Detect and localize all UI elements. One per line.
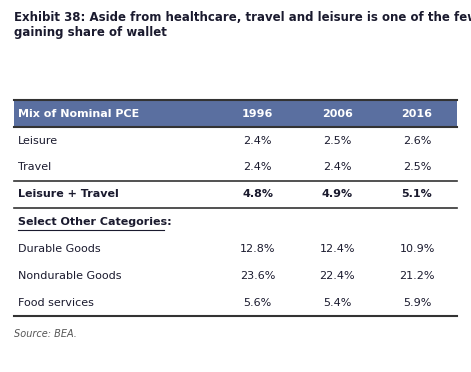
Text: Mix of Nominal PCE: Mix of Nominal PCE (18, 109, 139, 119)
Text: Exhibit 38: Aside from healthcare, travel and leisure is one of the few areas
ga: Exhibit 38: Aside from healthcare, trave… (14, 11, 471, 39)
Text: 1996: 1996 (242, 109, 273, 119)
Text: 2.6%: 2.6% (403, 136, 431, 145)
Text: 2.4%: 2.4% (244, 163, 272, 172)
Text: 12.4%: 12.4% (320, 244, 355, 254)
Text: 22.4%: 22.4% (319, 271, 355, 281)
Text: Select Other Categories:: Select Other Categories: (18, 217, 171, 227)
Text: Travel: Travel (18, 163, 51, 172)
Text: Durable Goods: Durable Goods (18, 244, 100, 254)
Text: Nondurable Goods: Nondurable Goods (18, 271, 122, 281)
Text: 21.2%: 21.2% (399, 271, 435, 281)
Text: 2.5%: 2.5% (403, 163, 431, 172)
Text: 2.4%: 2.4% (323, 163, 351, 172)
Text: 5.9%: 5.9% (403, 298, 431, 308)
Text: 4.8%: 4.8% (242, 189, 273, 199)
Text: Food services: Food services (18, 298, 94, 308)
Text: 12.8%: 12.8% (240, 244, 276, 254)
Text: 2.4%: 2.4% (244, 136, 272, 145)
Text: 2006: 2006 (322, 109, 353, 119)
Text: Leisure + Travel: Leisure + Travel (18, 189, 119, 199)
Text: Source: BEA.: Source: BEA. (14, 329, 77, 339)
Text: Leisure: Leisure (18, 136, 58, 145)
Text: 23.6%: 23.6% (240, 271, 276, 281)
Text: 4.9%: 4.9% (322, 189, 353, 199)
Text: 5.4%: 5.4% (323, 298, 351, 308)
Text: 2016: 2016 (401, 109, 432, 119)
Text: 5.1%: 5.1% (402, 189, 432, 199)
Text: 10.9%: 10.9% (399, 244, 435, 254)
Text: 5.6%: 5.6% (244, 298, 272, 308)
Text: 2.5%: 2.5% (323, 136, 351, 145)
